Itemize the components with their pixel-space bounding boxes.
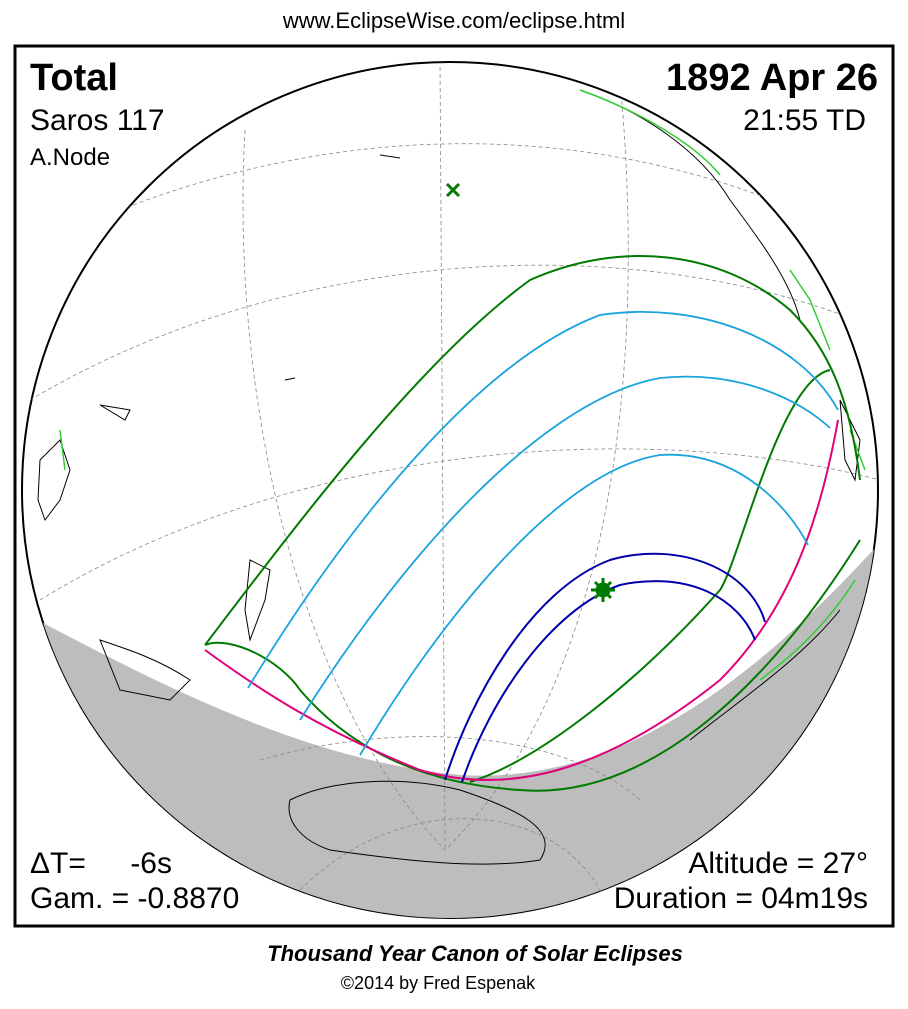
borders [59, 89, 866, 681]
url: www.EclipseWise.com/eclipse.html [282, 8, 625, 33]
saros: Saros 117 [30, 104, 165, 137]
gamma: Gam. = -0.8870 [30, 882, 239, 915]
graticule [29, 62, 878, 891]
altitude: Altitude = 27° [688, 847, 868, 880]
eclipse-type: Total [30, 57, 118, 99]
time: 21:55 TD [743, 104, 866, 137]
penumbra-limit [204, 255, 861, 792]
date: 1892 Apr 26 [666, 57, 878, 99]
totality-path [444, 552, 766, 783]
subsolar-marker [445, 182, 461, 198]
greatest-eclipse [591, 578, 615, 602]
delta-t-label: ΔT= [30, 847, 86, 880]
rise-set-limit [204, 419, 839, 781]
duration: Duration = 04m19s [614, 882, 868, 915]
node: A.Node [30, 144, 110, 171]
footer-credit: ©2014 by Fred Espenak [341, 973, 536, 993]
footer-title: Thousand Year Canon of Solar Eclipses [267, 941, 683, 966]
delta-t-value: -6s [130, 847, 172, 880]
rise-set-curve [469, 369, 831, 783]
magnitude-lines [247, 311, 839, 756]
